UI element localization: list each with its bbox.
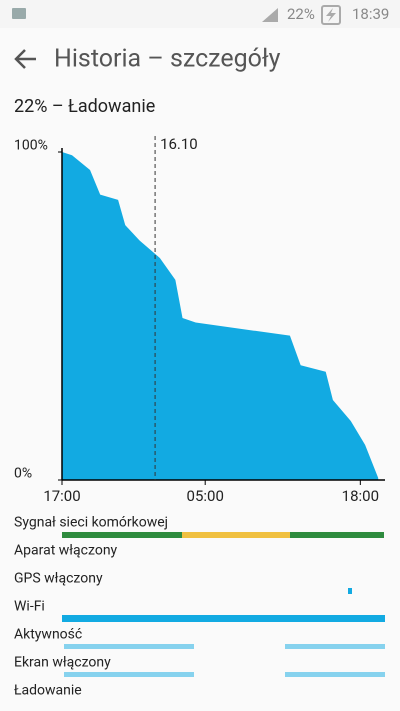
clock: 18:39 xyxy=(352,5,389,23)
row-label: GPS włączony xyxy=(14,571,103,587)
battery-icon xyxy=(321,5,341,25)
gps-bar xyxy=(348,588,352,594)
page-title: Historia – szczegóły xyxy=(54,45,281,74)
y-tick-label: 0% xyxy=(14,466,32,482)
x-tick-label: 05:00 xyxy=(187,487,224,505)
back-button[interactable] xyxy=(14,49,36,69)
screen-bar xyxy=(64,672,194,677)
wifi-bar xyxy=(62,615,385,622)
row-label: Ekran włączony xyxy=(14,655,111,671)
charging-icon xyxy=(326,8,336,22)
row-label: Wi-Fi xyxy=(14,599,45,615)
row-label: Sygnał sieci komórkowej xyxy=(14,515,168,531)
signal-icon xyxy=(262,8,278,22)
signal-bar xyxy=(290,532,384,538)
signal-bar xyxy=(62,532,182,538)
row-label: Ładowanie xyxy=(14,683,82,699)
row-label: Aktywność xyxy=(14,627,82,643)
x-tick-label: 17:00 xyxy=(43,487,80,505)
chart: 100% 0% 17:00 05:00 18:00 16.10 xyxy=(14,135,385,505)
battery-percent: 22% xyxy=(287,5,315,23)
screen-bar xyxy=(285,672,385,677)
usage-rows: Sygnał sieci komórkowej Aparat włączony GP… xyxy=(14,515,168,699)
notification-icon xyxy=(12,8,26,19)
date-marker-label: 16.10 xyxy=(160,135,198,153)
x-tick-label: 18:00 xyxy=(342,487,379,505)
y-tick-label: 100% xyxy=(14,138,48,154)
signal-bar xyxy=(62,532,384,538)
battery-area xyxy=(62,152,379,480)
row-label: Aparat włączony xyxy=(14,543,118,559)
row-bars xyxy=(62,532,385,677)
battery-summary: 22% – Ładowanie xyxy=(14,96,155,117)
activity-bar xyxy=(64,644,194,649)
activity-bar xyxy=(285,644,385,649)
